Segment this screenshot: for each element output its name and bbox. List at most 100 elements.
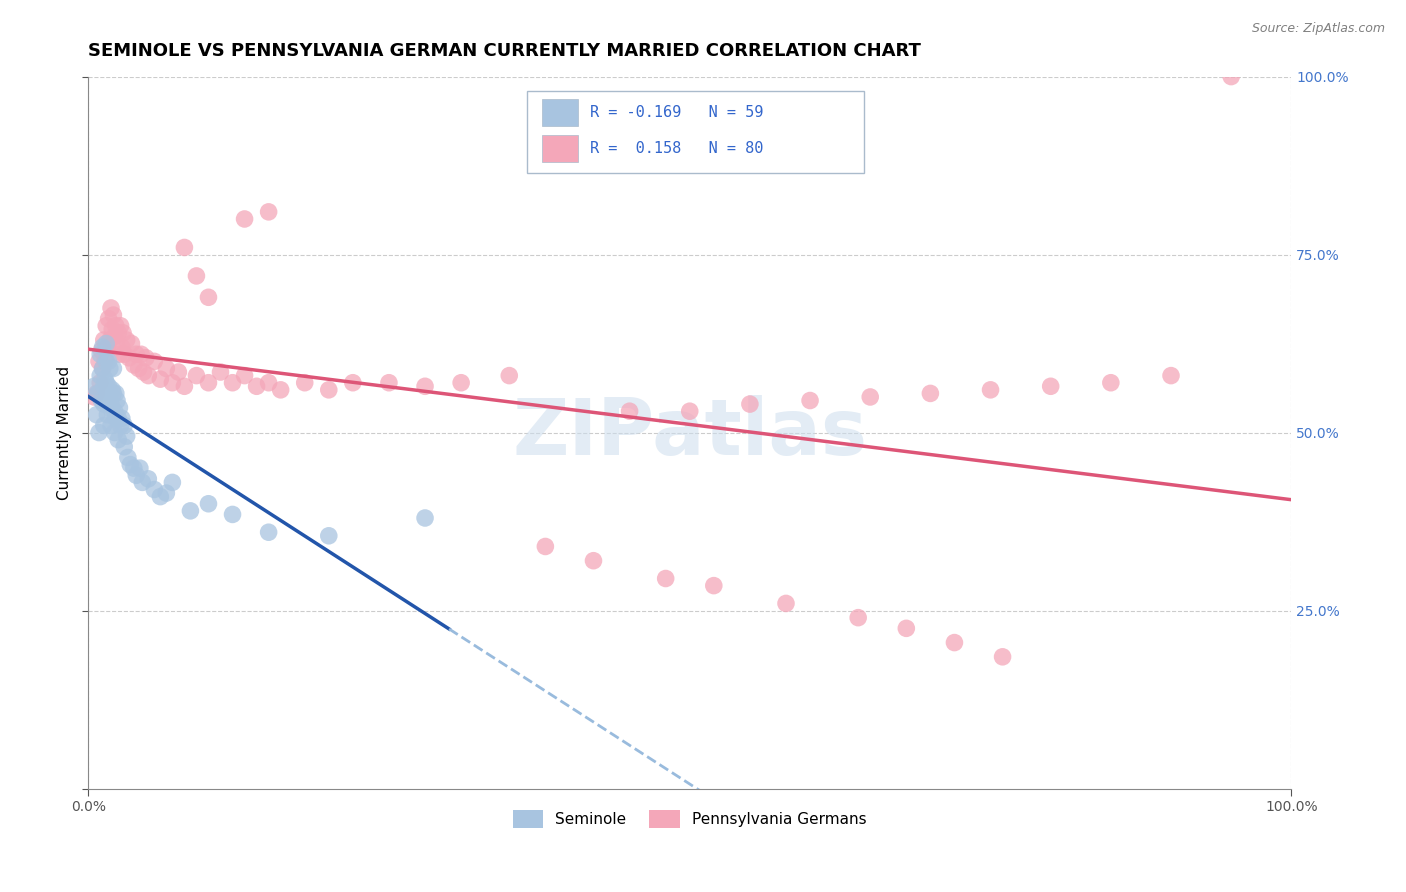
- Point: [112, 418, 135, 433]
- Point: [775, 596, 797, 610]
- Point: [87, 425, 110, 440]
- Point: [96, 376, 118, 390]
- Point: [233, 368, 256, 383]
- Point: [104, 386, 127, 401]
- Point: [209, 365, 232, 379]
- Point: [112, 440, 135, 454]
- Point: [96, 336, 118, 351]
- Text: R = -0.169   N = 59: R = -0.169 N = 59: [591, 105, 763, 120]
- Point: [143, 483, 166, 497]
- Point: [149, 372, 172, 386]
- Point: [129, 347, 152, 361]
- Point: [703, 579, 725, 593]
- FancyBboxPatch shape: [527, 91, 865, 173]
- Point: [96, 408, 118, 422]
- Point: [534, 540, 557, 554]
- Point: [155, 361, 177, 376]
- Point: [94, 393, 117, 408]
- Point: [97, 311, 120, 326]
- Point: [96, 386, 118, 401]
- Point: [167, 365, 190, 379]
- Point: [104, 318, 127, 333]
- Point: [93, 379, 115, 393]
- Point: [125, 468, 148, 483]
- Point: [162, 475, 184, 490]
- Point: [94, 354, 117, 368]
- Point: [378, 376, 401, 390]
- Text: SEMINOLE VS PENNSYLVANIA GERMAN CURRENTLY MARRIED CORRELATION CHART: SEMINOLE VS PENNSYLVANIA GERMAN CURRENTL…: [89, 42, 921, 60]
- Text: R =  0.158   N = 80: R = 0.158 N = 80: [591, 141, 763, 156]
- Point: [173, 379, 195, 393]
- Point: [90, 393, 112, 408]
- Point: [135, 351, 157, 365]
- Point: [90, 343, 112, 358]
- Point: [108, 401, 131, 415]
- Point: [233, 211, 256, 226]
- Point: [104, 329, 127, 343]
- Point: [498, 368, 520, 383]
- Point: [100, 397, 122, 411]
- Point: [896, 621, 918, 635]
- Point: [738, 397, 761, 411]
- Point: [846, 610, 869, 624]
- Point: [122, 358, 145, 372]
- Point: [104, 425, 127, 440]
- Point: [91, 361, 114, 376]
- Point: [1099, 376, 1122, 390]
- Point: [105, 340, 128, 354]
- Point: [1039, 379, 1062, 393]
- Point: [107, 411, 129, 425]
- Point: [86, 386, 108, 401]
- Point: [149, 490, 172, 504]
- Point: [112, 347, 135, 361]
- Point: [654, 572, 676, 586]
- Point: [799, 393, 821, 408]
- Point: [107, 326, 129, 340]
- Point: [83, 379, 105, 393]
- Point: [103, 308, 125, 322]
- Bar: [541, 135, 578, 162]
- Legend: Seminole, Pennsylvania Germans: Seminole, Pennsylvania Germans: [506, 804, 873, 834]
- Point: [131, 475, 153, 490]
- Point: [108, 347, 131, 361]
- Point: [121, 336, 143, 351]
- Bar: [541, 99, 578, 127]
- Point: [318, 529, 340, 543]
- Point: [582, 554, 605, 568]
- Point: [96, 318, 118, 333]
- Point: [87, 386, 110, 401]
- Point: [179, 504, 201, 518]
- Point: [943, 635, 966, 649]
- Point: [128, 361, 150, 376]
- Point: [859, 390, 882, 404]
- Point: [100, 301, 122, 315]
- Point: [115, 333, 138, 347]
- Text: Source: ZipAtlas.com: Source: ZipAtlas.com: [1251, 22, 1385, 36]
- Point: [93, 397, 115, 411]
- Point: [96, 354, 118, 368]
- Point: [97, 354, 120, 368]
- Point: [413, 379, 436, 393]
- Point: [136, 368, 159, 383]
- Point: [105, 393, 128, 408]
- Point: [125, 347, 148, 361]
- Point: [83, 390, 105, 404]
- Point: [128, 461, 150, 475]
- Point: [117, 450, 139, 465]
- Point: [155, 486, 177, 500]
- Point: [120, 458, 142, 472]
- Point: [89, 347, 111, 361]
- Point: [450, 376, 472, 390]
- Point: [89, 376, 111, 390]
- Point: [87, 354, 110, 368]
- Point: [136, 472, 159, 486]
- Point: [93, 333, 115, 347]
- Point: [246, 379, 269, 393]
- Point: [101, 404, 124, 418]
- Point: [104, 411, 127, 425]
- Point: [294, 376, 316, 390]
- Point: [257, 376, 280, 390]
- Point: [104, 404, 127, 418]
- Point: [257, 525, 280, 540]
- Point: [111, 411, 134, 425]
